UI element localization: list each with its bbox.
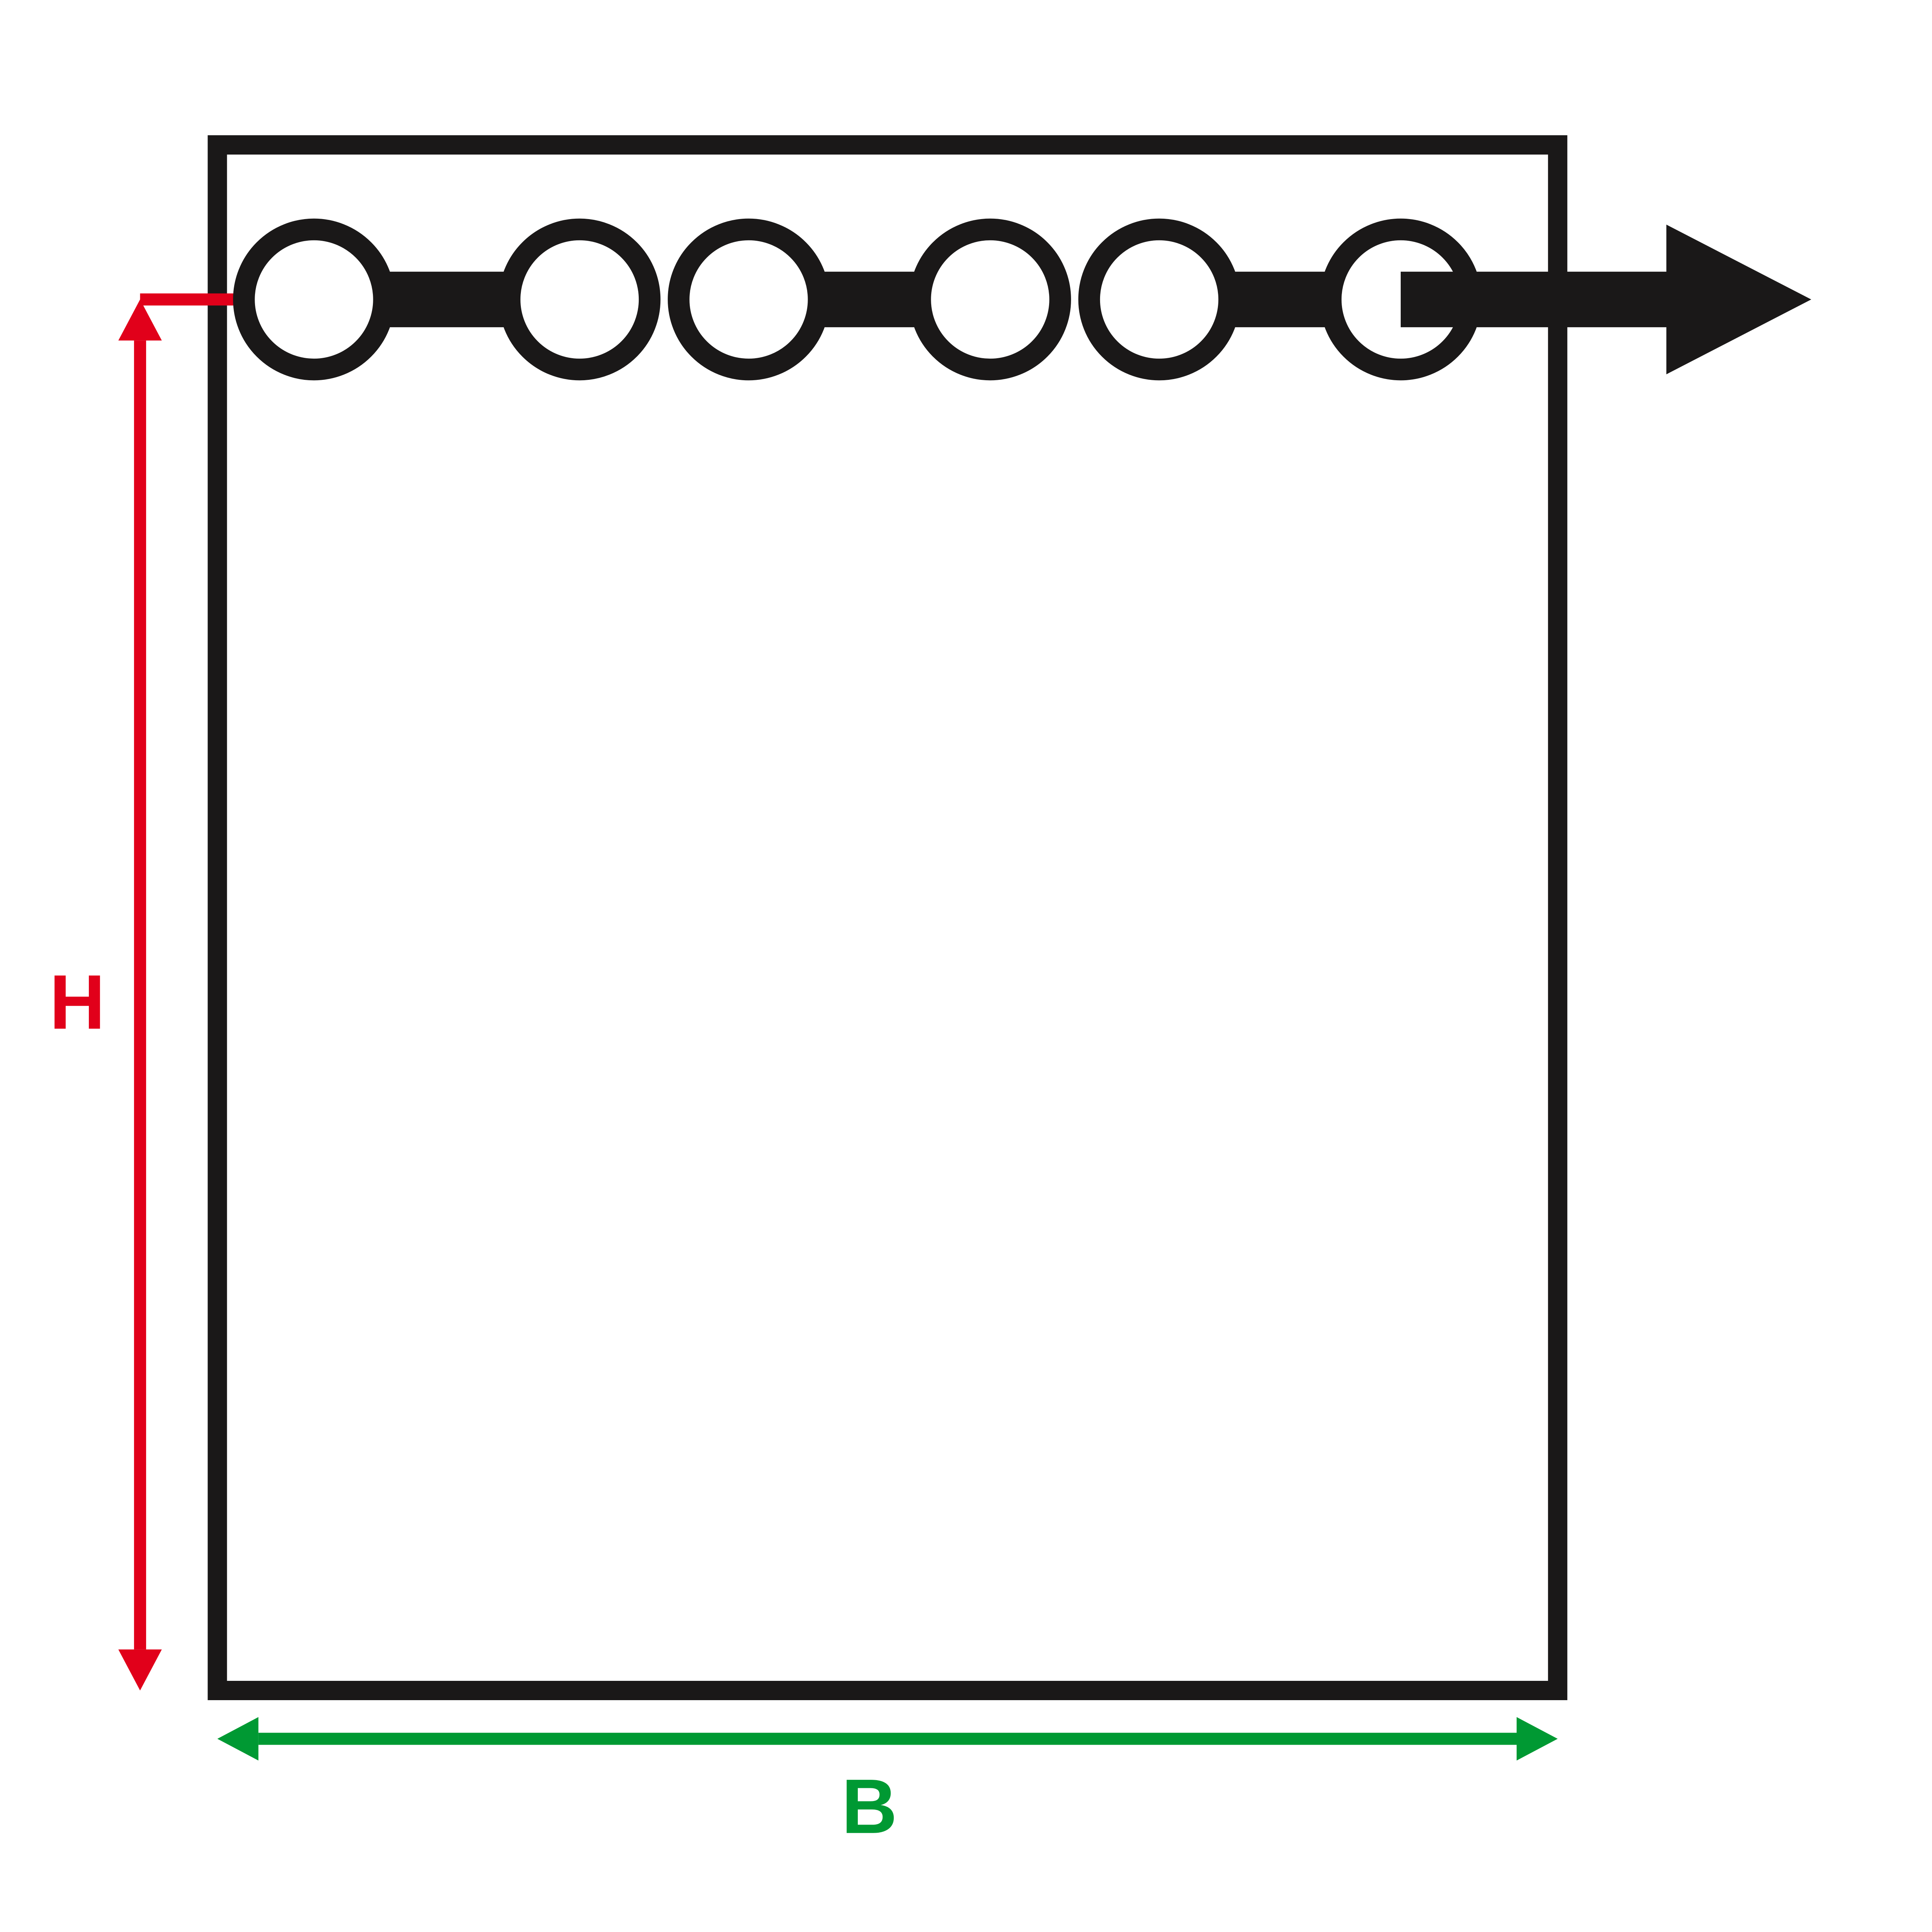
dimension-b-arrow-left [218, 1717, 259, 1761]
dimension-b-arrow-right [1517, 1717, 1558, 1761]
curtain-diagram: HB [0, 0, 1932, 1932]
dimension-h-label: H [49, 959, 105, 1045]
grommet-ring-3 [920, 230, 1060, 370]
grommet-ring-2 [679, 230, 819, 370]
dimension-h-arrow-top [118, 299, 162, 340]
rod-tail [1401, 272, 1667, 327]
dimension-b: B [218, 1717, 1558, 1850]
rod-arrowhead-icon [1667, 224, 1811, 374]
grommet-ring-4 [1089, 230, 1230, 370]
dimension-b-label: B [842, 1764, 897, 1850]
dimension-h-arrow-bottom [118, 1650, 162, 1690]
grommet-ring-1 [510, 230, 650, 370]
curtain-panel [218, 145, 1558, 1690]
grommet-ring-0 [244, 230, 384, 370]
